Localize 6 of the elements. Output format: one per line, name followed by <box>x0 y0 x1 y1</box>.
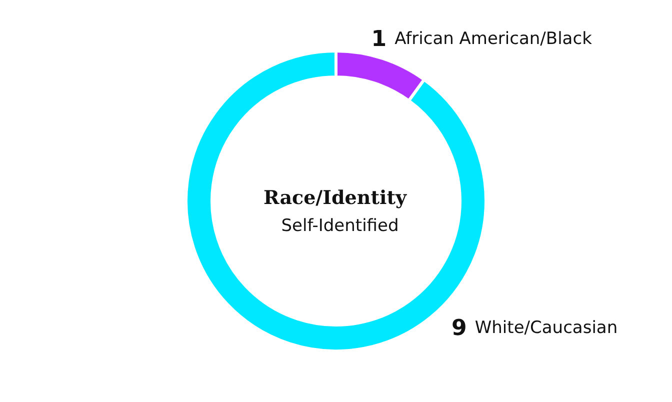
data-label: 9 <box>452 316 467 342</box>
text: Race/Identity <box>263 187 408 209</box>
slice-label: African American/Black <box>394 28 592 49</box>
data-label: 1 <box>371 26 387 52</box>
text: Self-Identified <box>281 216 399 236</box>
slice-label: White/Caucasian <box>474 318 618 338</box>
